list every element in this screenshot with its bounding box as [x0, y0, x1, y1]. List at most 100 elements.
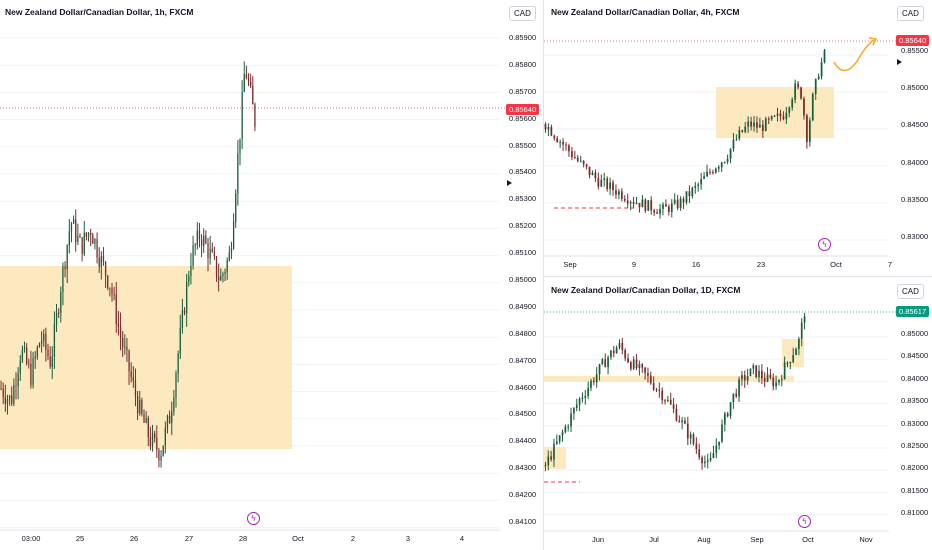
- left-y-tick-label: 0.84600: [509, 382, 537, 392]
- bottom-right-lightning-icon[interactable]: ϟ: [798, 515, 811, 528]
- candle-body: [19, 360, 21, 374]
- candle-body: [28, 363, 30, 365]
- candle-body: [55, 312, 58, 325]
- candle-body: [555, 441, 558, 444]
- candle-body: [587, 387, 589, 396]
- left-x-tick-label: Oct: [292, 534, 304, 543]
- candle-body: [570, 413, 572, 427]
- top-right-x-tick-label: 23: [756, 260, 766, 269]
- top-right-x-tick-label: 16: [691, 260, 701, 269]
- candle-body: [672, 404, 675, 409]
- candle-body: [604, 359, 607, 368]
- candle-body: [761, 124, 764, 131]
- candle-body: [196, 230, 198, 245]
- candle-body: [100, 255, 102, 267]
- left-chart-panel[interactable]: 0.85640 ϟ 0.85900 0.85800 0.85700 0.85600 0.…: [0, 0, 543, 550]
- top-right-scroll-marker-icon[interactable]: [897, 59, 902, 65]
- top-right-price-tag: 0.85640: [896, 35, 930, 46]
- candle-body: [632, 202, 635, 204]
- projection-arrow: [833, 39, 875, 72]
- candle-body: [90, 232, 92, 236]
- top-right-y-tick-label: 0.84000: [901, 157, 929, 167]
- candle-body: [49, 356, 51, 367]
- candle-body: [738, 130, 741, 139]
- candle-body: [228, 252, 230, 261]
- candle-body: [60, 292, 62, 314]
- candle-body: [675, 408, 678, 421]
- candle-body: [6, 398, 9, 404]
- candle-body: [665, 204, 667, 207]
- candle-body: [618, 343, 621, 348]
- left-y-tick-label: 0.84700: [509, 355, 537, 365]
- candle-body: [641, 364, 644, 368]
- candle-body: [749, 368, 752, 377]
- candle-body: [558, 435, 561, 442]
- candle-body: [601, 359, 604, 365]
- candle-body: [13, 385, 15, 404]
- top-right-currency-badge[interactable]: CAD: [897, 6, 924, 21]
- candle-body: [624, 350, 627, 359]
- candle-body: [626, 200, 629, 204]
- left-x-tick-label: 28: [238, 534, 248, 543]
- candle-body: [723, 161, 726, 163]
- left-y-tick-label: 0.84800: [509, 328, 537, 338]
- left-currency-badge[interactable]: CAD: [509, 6, 536, 21]
- candle-body: [780, 379, 783, 381]
- candle-body: [154, 433, 156, 438]
- top-right-chart-panel[interactable]: New Zealand Dollar/Canadian Dollar, 4h, …: [544, 0, 932, 276]
- candle-body: [776, 113, 779, 116]
- candle-body: [746, 376, 749, 381]
- candle-body: [15, 385, 17, 387]
- bottom-right-currency-badge[interactable]: CAD: [897, 284, 924, 299]
- candle-body: [158, 450, 160, 461]
- candle-body: [756, 122, 758, 128]
- candle-body: [662, 204, 664, 209]
- candle-body: [550, 127, 553, 136]
- candle-body: [615, 190, 617, 195]
- candle-body: [559, 141, 562, 143]
- candle-body: [610, 350, 612, 358]
- candle-body: [775, 382, 777, 387]
- candle-body: [87, 232, 90, 237]
- candle-body: [778, 380, 780, 383]
- top-right-x-tick-label: Sep: [563, 260, 577, 269]
- candle-body: [177, 353, 179, 374]
- candle-body: [564, 426, 567, 433]
- candle-body: [763, 378, 766, 382]
- candle-body: [726, 413, 729, 417]
- candle-body: [752, 365, 755, 369]
- candle-body: [714, 168, 717, 173]
- candle-body: [111, 288, 113, 295]
- horizontal-divider[interactable]: [544, 276, 932, 277]
- candle-body: [788, 107, 791, 113]
- top-right-lightning-icon[interactable]: ϟ: [818, 238, 831, 251]
- vertical-divider[interactable]: [543, 0, 544, 550]
- candle-body: [544, 124, 547, 130]
- candle-body: [571, 151, 573, 158]
- candle-body: [773, 115, 776, 117]
- bottom-right-chart-title: New Zealand Dollar/Canadian Dollar, 1D, …: [551, 285, 741, 295]
- scroll-marker-icon[interactable]: [507, 180, 512, 186]
- candle-body: [243, 74, 245, 92]
- candle-body: [113, 294, 115, 296]
- left-chart-title: New Zealand Dollar/Canadian Dollar, 1h, …: [5, 7, 194, 17]
- candle-body: [688, 191, 691, 197]
- candle-body: [753, 122, 755, 127]
- bottom-right-y-tick-label: 0.82000: [901, 463, 929, 473]
- base-zone: [544, 447, 566, 469]
- bottom-right-chart-panel[interactable]: New Zealand Dollar/Canadian Dollar, 1D, …: [544, 277, 932, 550]
- candle-body: [23, 347, 26, 350]
- candle-body: [678, 420, 681, 422]
- candle-body: [190, 265, 192, 276]
- left-y-tick-label: 0.85700: [509, 86, 537, 96]
- candle-body: [143, 413, 145, 423]
- candle-body: [686, 423, 689, 439]
- candle-body: [109, 287, 111, 289]
- left-lightning-icon[interactable]: ϟ: [247, 512, 260, 525]
- top-right-y-tick-label: 0.84500: [901, 120, 929, 130]
- left-y-tick-label: 0.84400: [509, 436, 537, 446]
- candle-body: [34, 356, 36, 359]
- candle-body: [612, 182, 614, 191]
- candle-body: [38, 343, 41, 348]
- candle-body: [250, 81, 252, 87]
